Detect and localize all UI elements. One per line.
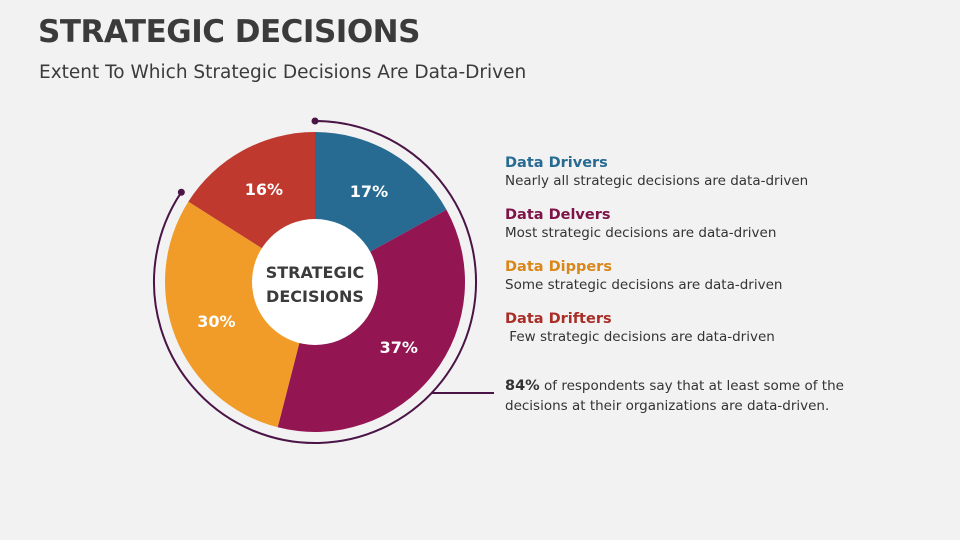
outer-arc [153, 120, 477, 444]
slice-label: 16% [245, 180, 283, 199]
legend-title: Data Dippers [505, 259, 612, 275]
slice-label: 30% [197, 312, 235, 331]
legend-title: Data Drivers [505, 155, 608, 171]
summary-note: 84% of respondents say that at least som… [505, 376, 845, 416]
arc-end-dot [311, 117, 319, 125]
center-label: DECISIONS [266, 287, 364, 306]
slice-label: 37% [380, 338, 418, 357]
legend-desc: Few strategic decisions are data-driven [505, 329, 775, 345]
summary-highlight: 84% [505, 378, 540, 394]
legend-item-dippers: Data Dippers Some strategic decisions ar… [505, 258, 865, 294]
legend-desc: Nearly all strategic decisions are data-… [505, 173, 809, 189]
summary-text: of respondents say that at least some of… [505, 378, 844, 414]
slice-data-delvers [277, 209, 466, 432]
legend-desc: Most strategic decisions are data-driven [505, 225, 777, 241]
center-label: STRATEGIC [266, 263, 365, 282]
legend-item-drivers: Data Drivers Nearly all strategic decisi… [505, 154, 865, 190]
page-subtitle: Extent To Which Strategic Decisions Are … [39, 62, 527, 83]
center-hole [252, 219, 378, 345]
slice-label: 17% [350, 182, 388, 201]
legend-title: Data Drifters [505, 311, 612, 327]
legend: Data Drivers Nearly all strategic decisi… [505, 154, 865, 362]
slice-data-dippers [165, 201, 315, 428]
legend-item-drifters: Data Drifters Few strategic decisions ar… [505, 310, 865, 346]
page-title: STRATEGIC DECISIONS [38, 14, 420, 50]
legend-title: Data Delvers [505, 207, 611, 223]
arc-end-dot [177, 188, 185, 196]
legend-desc: Some strategic decisions are data-driven [505, 277, 783, 293]
legend-item-delvers: Data Delvers Most strategic decisions ar… [505, 206, 865, 242]
